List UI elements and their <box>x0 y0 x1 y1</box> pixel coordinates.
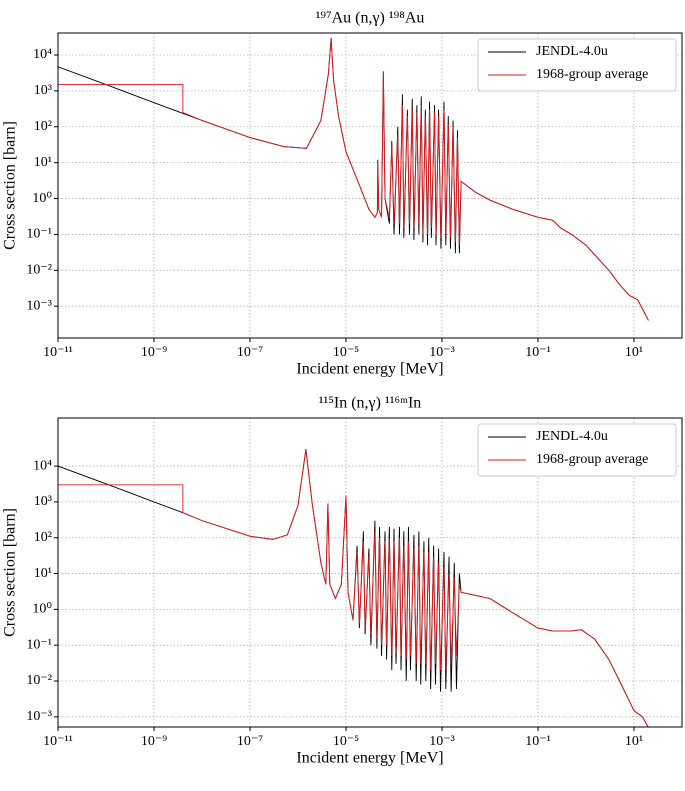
series-line <box>58 448 649 727</box>
legend-label: JENDL-4.0u <box>536 44 608 59</box>
series-line <box>58 450 649 727</box>
panel: 10⁻¹¹ 10⁻⁹ 10⁻⁷ 10⁻⁵ 10⁻³ 10⁻¹ 10¹ 10⁻³ 10⁻² 10⁻¹… <box>2 10 683 378</box>
y-tick-label: 10¹ <box>34 155 52 170</box>
legend-box <box>477 423 677 477</box>
legend: JENDL-4.0u 1968-group average <box>477 38 677 92</box>
y-tick-label: 10⁴ <box>33 458 52 473</box>
x-tick-label: 10⁻⁷ <box>237 734 263 749</box>
y-tick-label: 10⁴ <box>33 47 52 62</box>
y-tick-label: 10⁻³ <box>26 298 52 313</box>
x-tick-label: 10¹ <box>625 345 643 360</box>
y-tick-label: 10⁰ <box>32 602 52 617</box>
y-tick-label: 10³ <box>34 494 52 509</box>
legend-label: 1968-group average <box>536 67 648 82</box>
x-tick-label: 10⁻³ <box>429 734 455 749</box>
series-group <box>58 448 649 727</box>
legend-label: 1968-group average <box>536 452 648 467</box>
y-axis-label: Cross section [barn] <box>2 508 19 637</box>
chart-title: ¹¹⁵In (n,γ) ¹¹⁶ᵐIn <box>319 395 422 412</box>
x-tick-label: 10⁻¹ <box>525 734 551 749</box>
plot-frame <box>57 32 683 339</box>
y-tick-label: 10³ <box>34 83 52 98</box>
y-tick-label: 10² <box>34 530 52 545</box>
y-tick-label: 10⁻² <box>26 263 52 278</box>
series-group <box>58 37 649 321</box>
series-line <box>58 38 649 321</box>
legend: JENDL-4.0u 1968-group average <box>477 423 677 477</box>
x-tick-label: 10⁻⁹ <box>141 734 167 749</box>
y-tick-label: 10⁻¹ <box>26 227 52 242</box>
x-tick-label: 10⁻⁷ <box>237 345 263 360</box>
chart-title: ¹⁹⁷Au (n,γ) ¹⁹⁸Au <box>316 10 425 27</box>
legend-label: JENDL-4.0u <box>536 429 608 444</box>
x-tick-label: 10⁻⁹ <box>141 345 167 360</box>
y-tick-label: 10⁻¹ <box>26 637 52 652</box>
y-tick-label: 10⁻³ <box>26 709 52 724</box>
x-tick-label: 10⁻⁵ <box>333 345 359 360</box>
y-tick-label: 10⁻² <box>26 673 52 688</box>
x-axis-label: Incident energy [MeV] <box>296 750 443 767</box>
panel: 10⁻¹¹ 10⁻⁹ 10⁻⁷ 10⁻⁵ 10⁻³ 10⁻¹ 10¹ 10⁻³ 10⁻² 10⁻¹… <box>2 395 683 767</box>
plot-frame <box>57 417 683 728</box>
x-tick-label: 10⁻¹¹ <box>43 345 73 360</box>
y-tick-label: 10¹ <box>34 566 52 581</box>
y-tick-label: 10² <box>34 119 52 134</box>
x-tick-label: 10¹ <box>625 734 643 749</box>
x-axis-label: Incident energy [MeV] <box>296 361 443 378</box>
x-tick-label: 10⁻¹ <box>525 345 551 360</box>
x-tick-label: 10⁻³ <box>429 345 455 360</box>
y-tick-label: 10⁰ <box>32 191 52 206</box>
legend-box <box>477 38 677 92</box>
x-tick-label: 10⁻¹¹ <box>43 734 73 749</box>
y-axis-label: Cross section [barn] <box>2 121 19 250</box>
x-tick-label: 10⁻⁵ <box>333 734 359 749</box>
